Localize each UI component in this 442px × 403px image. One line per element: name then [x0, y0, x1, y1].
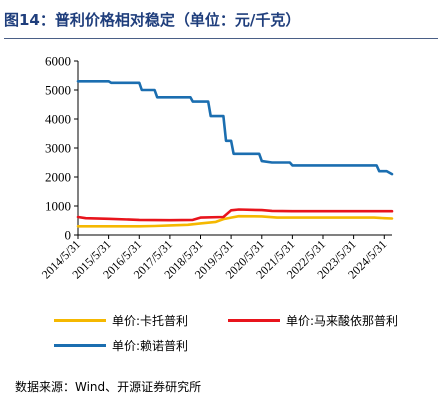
legend-swatch-enalapril [228, 318, 280, 322]
series-line-2 [76, 80, 394, 176]
y-tick-label: 3000 [45, 141, 71, 156]
legend-swatch-lisinopril [54, 343, 106, 347]
legend-item-lisinopril: 单价:赖诺普利 [54, 336, 188, 354]
figure-title: 图14：普利价格相对稳定（单位：元/千克） [4, 11, 301, 29]
y-axis: 0 1000 2000 3000 4000 5000 6000 [45, 54, 79, 243]
title-divider [4, 38, 438, 39]
legend-label-enalapril: 单价:马来酸依那普利 [286, 313, 399, 328]
series-layer [76, 80, 394, 228]
source-note: 数据来源：Wind、开源证券研究所 [15, 380, 202, 394]
y-tick-label: 6000 [45, 54, 71, 69]
legend-label-captopril: 单价:卡托普利 [112, 313, 189, 328]
legend-label-lisinopril: 单价:赖诺普利 [112, 338, 189, 353]
y-tick-label: 1000 [45, 199, 71, 214]
series-line-0 [76, 214, 394, 228]
y-tick-label: 2000 [45, 170, 71, 185]
y-tick-label: 0 [65, 228, 72, 243]
x-axis: 2014/5/312015/5/312016/5/312017/5/312018… [39, 234, 392, 282]
series-line-1 [76, 208, 394, 222]
legend-swatch-captopril [54, 318, 106, 322]
y-tick-label: 5000 [45, 83, 71, 98]
y-tick-label: 4000 [45, 112, 71, 127]
legend-item-enalapril: 单价:马来酸依那普利 [228, 311, 398, 329]
legend-item-captopril: 单价:卡托普利 [54, 311, 188, 329]
